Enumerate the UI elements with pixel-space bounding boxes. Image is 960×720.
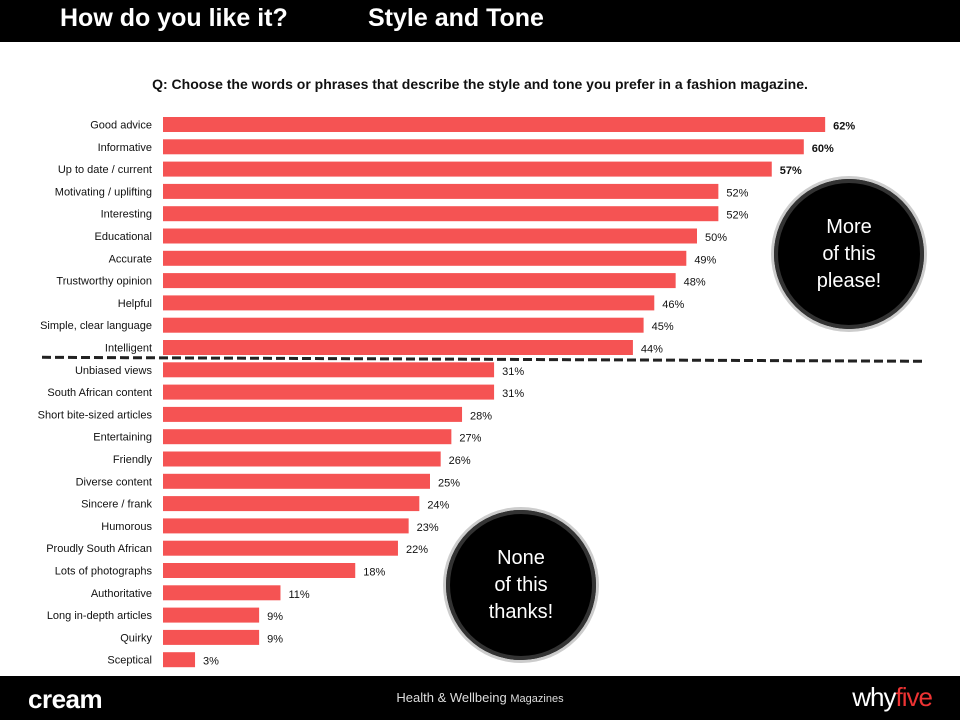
more-callout-text: More of this please!	[816, 215, 882, 292]
data-label: 48%	[684, 277, 706, 289]
divider-line	[41, 355, 927, 363]
data-label: 46%	[662, 299, 684, 311]
none-callout-text: None of this thanks!	[488, 546, 554, 623]
data-label: 18%	[363, 567, 385, 579]
category-label: Up to date / current	[58, 164, 152, 176]
bar	[163, 629, 260, 645]
bar	[163, 295, 655, 311]
bar	[163, 161, 772, 177]
category-label: Accurate	[109, 253, 152, 265]
bar	[163, 473, 430, 489]
bar	[163, 228, 697, 244]
bar-chart: Good advice 62% Informative 60% Up to date /…	[38, 117, 927, 668]
bar	[163, 250, 687, 266]
data-label: 26%	[449, 455, 471, 467]
bar	[163, 496, 420, 512]
page-title: How do you like it?	[60, 4, 288, 32]
category-label: Entertaining	[93, 432, 152, 444]
whyfive-logo: whyfive	[852, 682, 933, 713]
category-label: Lots of photographs	[55, 566, 153, 578]
bar	[163, 273, 676, 289]
data-label: 11%	[288, 589, 309, 601]
category-label: Sceptical	[107, 655, 152, 667]
bar	[163, 139, 804, 155]
category-label: Quirky	[120, 632, 152, 644]
data-label: 9%	[267, 611, 283, 623]
footer-caption: Health & Wellbeing Magazines	[0, 690, 960, 705]
bar	[163, 652, 196, 668]
category-label: Proudly South African	[46, 543, 152, 555]
category-label: Trustworthy opinion	[56, 276, 152, 288]
none-of-this-callout: None of this thanks!	[446, 510, 596, 660]
data-label: 62%	[833, 121, 855, 133]
category-label: Long in-depth articles	[47, 610, 153, 622]
survey-question: Q: Choose the words or phrases that desc…	[152, 76, 808, 92]
whyfive-logo-b: five	[895, 682, 933, 712]
bar	[163, 362, 495, 378]
data-label: 60%	[812, 143, 834, 155]
bar	[163, 117, 826, 132]
data-label: 52%	[726, 210, 748, 222]
data-label: 50%	[705, 232, 727, 244]
category-label: Intelligent	[105, 343, 152, 355]
bar	[163, 317, 644, 333]
data-label: 22%	[406, 544, 428, 556]
data-label: 57%	[780, 165, 802, 177]
data-label: 44%	[641, 344, 663, 356]
data-label: 27%	[459, 433, 481, 445]
category-label: South African content	[47, 387, 152, 399]
bar	[163, 518, 409, 534]
data-label: 24%	[427, 500, 449, 512]
bar	[163, 540, 398, 556]
category-label: Motivating / uplifting	[55, 186, 152, 198]
category-label: Helpful	[118, 298, 152, 310]
category-label: Interesting	[101, 209, 152, 221]
category-label: Simple, clear language	[40, 320, 152, 332]
data-label: 9%	[267, 633, 283, 645]
category-label: Unbiased views	[75, 365, 153, 377]
data-label: 45%	[652, 321, 674, 333]
data-label: 31%	[502, 366, 524, 378]
bar	[163, 451, 441, 467]
category-label: Sincere / frank	[81, 499, 152, 511]
data-label: 31%	[502, 388, 524, 400]
category-label: Diverse content	[76, 476, 152, 488]
data-label: 28%	[470, 410, 492, 422]
data-label: 25%	[438, 477, 460, 489]
data-label: 49%	[694, 254, 716, 266]
category-label: Friendly	[113, 454, 153, 466]
category-label: Humorous	[101, 521, 152, 533]
bar	[163, 585, 281, 601]
category-label: Informative	[98, 142, 152, 154]
footer-caption-main: Health & Wellbeing	[396, 690, 507, 705]
cream-logo: cream	[28, 684, 103, 714]
category-label: Authoritative	[91, 588, 152, 600]
more-of-this-callout: More of this please!	[774, 179, 924, 329]
header-bar: How do you like it? Style and Tone	[0, 0, 960, 42]
bar	[163, 206, 719, 222]
category-label: Short bite-sized articles	[38, 409, 153, 421]
bar	[163, 384, 495, 400]
bar	[163, 563, 356, 578]
whyfive-logo-a: why	[852, 682, 896, 712]
section-title: Style and Tone	[368, 4, 544, 32]
footer-bar: cream Health & Wellbeing Magazines whyfi…	[0, 676, 960, 720]
footer-caption-small: Magazines	[510, 693, 564, 705]
category-label: Good advice	[90, 120, 152, 132]
bar	[163, 340, 633, 355]
bar	[163, 183, 719, 199]
data-label: 3%	[203, 656, 219, 668]
bar	[163, 406, 463, 422]
bar	[163, 607, 260, 623]
data-label: 23%	[417, 522, 439, 534]
bar	[163, 429, 452, 445]
category-label: Educational	[95, 231, 153, 243]
data-label: 52%	[726, 187, 748, 199]
